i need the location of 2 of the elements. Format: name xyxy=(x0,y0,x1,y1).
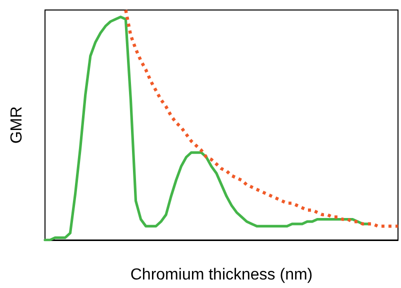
x-axis-title: Chromium thickness (nm) xyxy=(130,266,313,284)
y-axis-title: GMR xyxy=(8,106,26,144)
